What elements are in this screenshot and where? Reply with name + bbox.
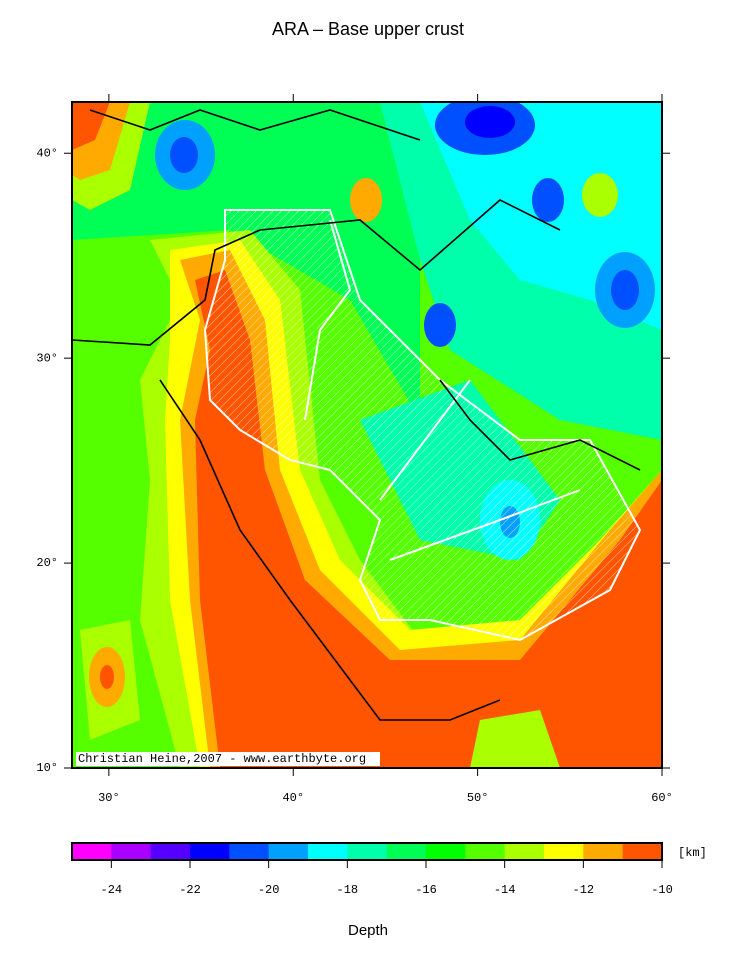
colorbar-swatch [268,843,309,860]
colorbar-swatch [465,843,506,860]
x-tick-label: 50° [467,791,489,805]
colorbar-tick-label: -22 [179,883,201,897]
y-tick-label: 30° [36,351,58,365]
y-tick-label: 40° [36,146,58,160]
colorbar-tick-label: -14 [494,883,516,897]
credit: Christian Heine,2007 - www.earthbyte.org [78,752,366,766]
colorbar-tick-label: -10 [651,883,673,897]
x-tick-label: 30° [98,791,120,805]
colorbar-swatch [190,843,230,860]
colorbar-swatch [426,843,466,860]
colorbar-swatch [229,843,270,860]
colorbar-swatch [308,843,348,860]
depth-map: Christian Heine,2007 - www.earthbyte.org [72,102,662,768]
colorbar-tick-label: -18 [337,883,359,897]
map-frame [71,101,663,769]
colorbar-frame [71,842,663,861]
y-tick-label: 20° [36,556,58,570]
colorbar-swatch [72,843,112,860]
y-tick-label: 10° [36,761,58,775]
colorbar-swatch [544,843,584,860]
title: ARA – Base upper crust [272,19,464,39]
colorbar-label: Depth [348,922,388,939]
colorbar-tick-label: -24 [101,883,123,897]
colorbar-swatch [622,843,663,860]
colorbar-unit: [km] [678,846,707,860]
colorbar-swatch [583,843,624,860]
colorbar-swatch [504,843,545,860]
colorbar-tick-label: -16 [415,883,437,897]
colorbar-swatch [111,843,152,860]
x-tick-label: 40° [282,791,304,805]
colorbar-tick-label: -20 [258,883,280,897]
x-tick-label: 60° [651,791,673,805]
colorbar-tick-label: -12 [573,883,595,897]
colorbar-swatch [347,843,388,860]
colorbar-swatch [386,843,427,860]
colorbar-swatch [150,843,191,860]
